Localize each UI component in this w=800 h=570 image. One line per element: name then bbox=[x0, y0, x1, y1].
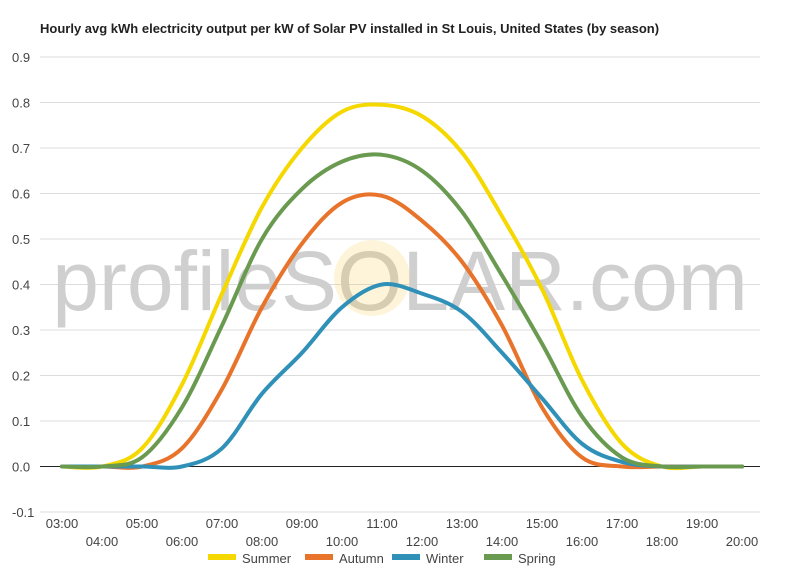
series-line-autumn bbox=[60, 192, 744, 470]
x-tick-label: 07:00 bbox=[206, 516, 239, 531]
legend-label-winter: Winter bbox=[426, 551, 464, 566]
y-tick-label: 0.6 bbox=[12, 187, 30, 202]
y-tick-label: 0.9 bbox=[12, 50, 30, 65]
x-tick-label: 20:00 bbox=[726, 534, 759, 549]
x-tick-label: 09:00 bbox=[286, 516, 319, 531]
x-tick-label: 04:00 bbox=[86, 534, 119, 549]
y-tick-label: 0.3 bbox=[12, 323, 30, 338]
series-line-winter bbox=[60, 282, 744, 470]
legend-label-spring: Spring bbox=[518, 551, 556, 566]
y-tick-label: 0.7 bbox=[12, 141, 30, 156]
x-tick-label: 08:00 bbox=[246, 534, 279, 549]
y-tick-label: 0.2 bbox=[12, 369, 30, 384]
x-tick-label: 19:00 bbox=[686, 516, 719, 531]
x-tick-label: 11:00 bbox=[366, 516, 398, 531]
series-line-spring bbox=[60, 152, 744, 470]
y-tick-label: 0.5 bbox=[12, 232, 30, 247]
x-tick-label: 05:00 bbox=[126, 516, 159, 531]
legend-swatch-summer bbox=[208, 554, 236, 560]
y-tick-label: 0.0 bbox=[12, 460, 30, 475]
y-tick-label: -0.1 bbox=[12, 505, 34, 520]
x-tick-label: 18:00 bbox=[646, 534, 679, 549]
y-tick-label: 0.4 bbox=[12, 278, 30, 293]
legend-label-autumn: Autumn bbox=[339, 551, 384, 566]
watermark: profileSOLAR.com bbox=[52, 234, 748, 328]
x-tick-label: 17:00 bbox=[606, 516, 639, 531]
series-lines bbox=[60, 102, 744, 471]
x-tick-label: 10:00 bbox=[326, 534, 359, 549]
x-tick-label: 16:00 bbox=[566, 534, 599, 549]
legend: Summer Autumn Winter Spring bbox=[208, 551, 556, 566]
x-tick-label: 03:00 bbox=[46, 516, 79, 531]
y-tick-label: 0.8 bbox=[12, 96, 30, 111]
x-tick-label: 13:00 bbox=[446, 516, 479, 531]
chart-title: Hourly avg kWh electricity output per kW… bbox=[40, 21, 659, 36]
legend-swatch-spring bbox=[484, 554, 512, 560]
x-tick-label: 15:00 bbox=[526, 516, 559, 531]
x-tick-label: 12:00 bbox=[406, 534, 439, 549]
legend-swatch-autumn bbox=[305, 554, 333, 560]
x-tick-label: 14:00 bbox=[486, 534, 519, 549]
y-axis: 0.9 0.8 0.7 0.6 0.5 0.4 0.3 0.2 0.1 0.0 -0.1 bbox=[12, 50, 34, 520]
legend-swatch-winter bbox=[392, 554, 420, 560]
x-axis: 03:00 04:00 05:00 06:00 07:00 08:00 09:00 10:00… bbox=[46, 516, 759, 549]
y-tick-label: 0.1 bbox=[12, 414, 30, 429]
x-tick-label: 06:00 bbox=[166, 534, 199, 549]
legend-label-summer: Summer bbox=[242, 551, 292, 566]
series-line-summer bbox=[60, 102, 744, 471]
